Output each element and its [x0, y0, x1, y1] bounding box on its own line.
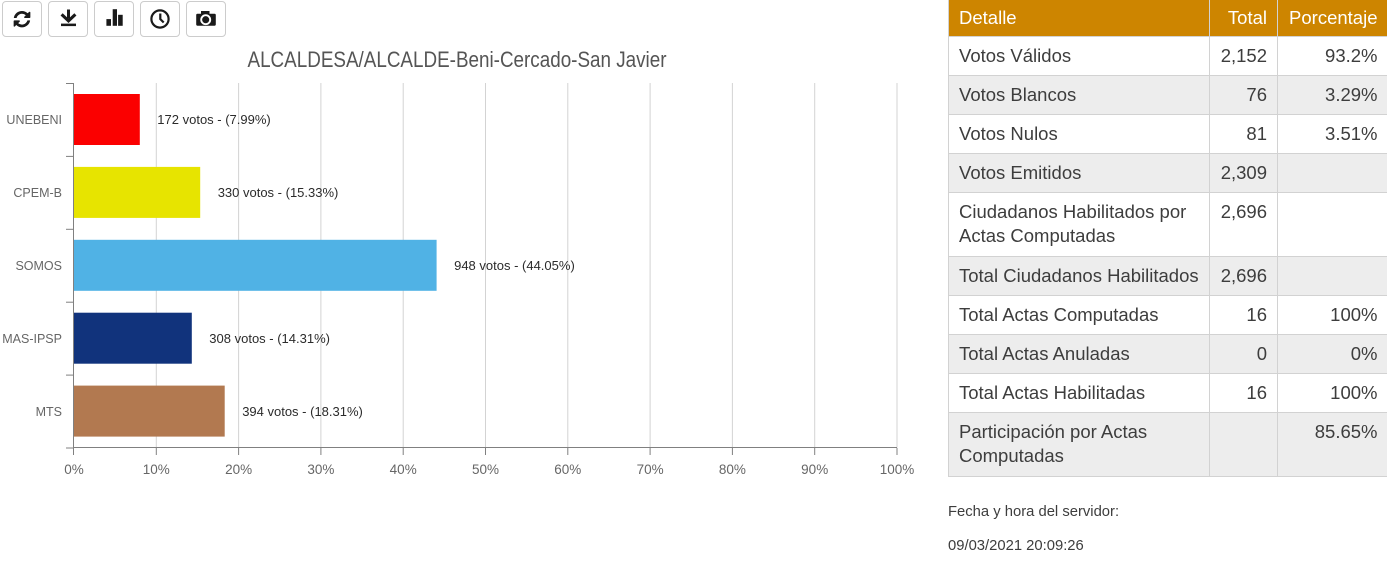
svg-text:20%: 20%: [225, 462, 252, 477]
svg-text:30%: 30%: [307, 462, 334, 477]
svg-text:MAS-IPSP: MAS-IPSP: [2, 332, 62, 346]
svg-text:CPEM-B: CPEM-B: [13, 186, 62, 200]
svg-text:308 votos - (14.31%): 308 votos - (14.31%): [209, 331, 330, 346]
svg-text:80%: 80%: [719, 462, 746, 477]
svg-text:SOMOS: SOMOS: [15, 259, 62, 273]
svg-text:50%: 50%: [472, 462, 499, 477]
svg-text:90%: 90%: [801, 462, 828, 477]
svg-text:UNEBENI: UNEBENI: [6, 113, 62, 127]
svg-text:70%: 70%: [637, 462, 664, 477]
svg-text:MTS: MTS: [36, 405, 62, 419]
svg-text:948 votos - (44.05%): 948 votos - (44.05%): [454, 258, 575, 273]
svg-text:60%: 60%: [554, 462, 581, 477]
svg-text:100%: 100%: [880, 462, 915, 477]
svg-text:0%: 0%: [64, 462, 84, 477]
svg-text:ALCALDESA/ALCALDE-Beni-Cercado: ALCALDESA/ALCALDE-Beni-Cercado-San Javie…: [248, 47, 667, 72]
svg-text:10%: 10%: [143, 462, 170, 477]
svg-text:330 votos - (15.33%): 330 votos - (15.33%): [218, 185, 339, 200]
svg-text:394 votos - (18.31%): 394 votos - (18.31%): [242, 404, 363, 419]
svg-text:40%: 40%: [390, 462, 417, 477]
svg-text:172 votos - (7.99%): 172 votos - (7.99%): [157, 112, 270, 127]
